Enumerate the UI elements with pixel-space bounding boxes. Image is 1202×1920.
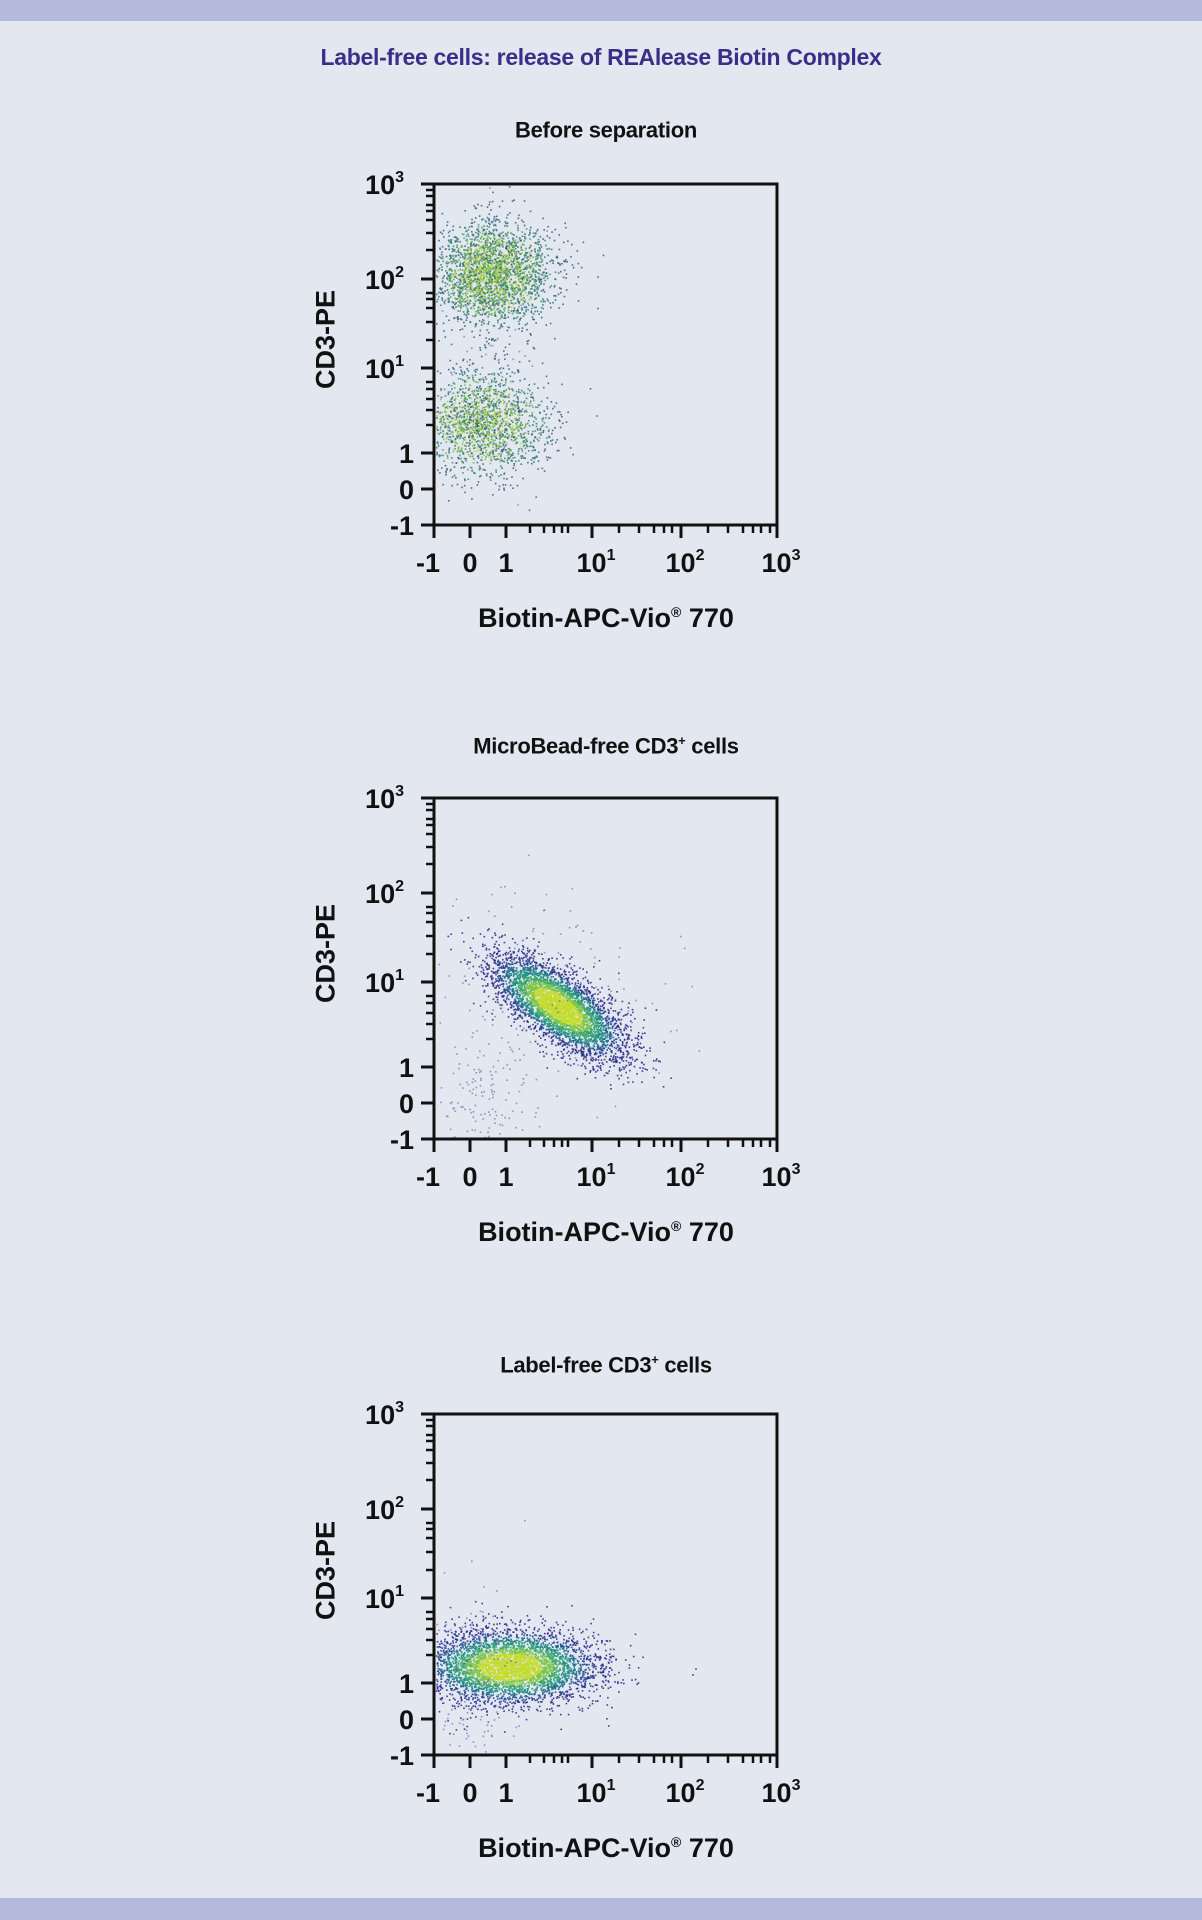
y-tick-label: 102 — [365, 264, 404, 295]
y-tick-label: 102 — [365, 1494, 404, 1525]
x-tick-label: 0 — [462, 548, 477, 578]
registered-mark: ® — [671, 604, 682, 620]
x-tick-label: -1 — [416, 548, 440, 578]
registered-mark: ® — [671, 1834, 682, 1850]
y-tick-label: 101 — [365, 1583, 404, 1614]
x-tick-label: -1 — [416, 1778, 440, 1808]
x-tick-label: 101 — [577, 1777, 616, 1808]
axes — [421, 796, 779, 1152]
x-axis-label-main: Biotin-APC-Vio — [478, 1833, 672, 1863]
y-tick-label: 0 — [399, 475, 414, 505]
y-tick-label: 0 — [399, 1705, 414, 1735]
panel-title: Before separation — [0, 117, 1202, 143]
data-points — [435, 186, 605, 512]
data-points — [438, 854, 701, 1139]
x-tick-label: -1 — [416, 1162, 440, 1192]
axes — [421, 182, 779, 538]
y-tick-label: -1 — [390, 1125, 414, 1155]
panel-title-rest: cells — [658, 1352, 712, 1378]
bottom-band — [0, 1898, 1202, 1920]
panel-title-text: Label-free CD3 — [500, 1352, 652, 1378]
x-axis-label: Biotin-APC-Vio® 770 — [0, 603, 1202, 634]
panel-title: Label-free CD3+ cells — [0, 1352, 1202, 1378]
panel-title-text: Before separation — [515, 117, 697, 143]
x-tick-label: 102 — [666, 1777, 705, 1808]
x-tick-label: 103 — [762, 1777, 801, 1808]
y-tick-label: 103 — [365, 1399, 404, 1430]
y-tick-label: 1 — [399, 1053, 414, 1083]
x-tick-label: 1 — [498, 548, 513, 578]
y-tick-label: 1 — [399, 439, 414, 469]
x-axis-label: Biotin-APC-Vio® 770 — [0, 1833, 1202, 1864]
figure-title: Label-free cells: release of REAlease Bi… — [320, 44, 882, 70]
y-tick-label: -1 — [390, 511, 414, 541]
panel-title: MicroBead-free CD3+ cells — [0, 733, 1202, 759]
panel-title-sup: + — [651, 1352, 659, 1367]
top-band — [0, 0, 1202, 21]
registered-mark: ® — [671, 1218, 682, 1234]
panel-title-sup: + — [678, 733, 686, 748]
x-axis-label: Biotin-APC-Vio® 770 — [0, 1217, 1202, 1248]
x-axis-label-main: Biotin-APC-Vio — [478, 603, 672, 633]
x-axis-label-tail: 770 — [681, 1217, 734, 1247]
y-tick-label: 1 — [399, 1669, 414, 1699]
x-tick-label: 1 — [498, 1778, 513, 1808]
axes — [421, 1412, 779, 1768]
x-axis-label-tail: 770 — [681, 603, 734, 633]
x-axis-label-tail: 770 — [681, 1833, 734, 1863]
x-axis-label-main: Biotin-APC-Vio — [478, 1217, 672, 1247]
x-tick-label: 1 — [498, 1162, 513, 1192]
data-points — [435, 1519, 697, 1753]
x-tick-label: 0 — [462, 1778, 477, 1808]
x-tick-label: 0 — [462, 1162, 477, 1192]
panel-title-text: MicroBead-free CD3 — [473, 733, 679, 759]
y-tick-label: 0 — [399, 1089, 414, 1119]
panel-title-rest: cells — [685, 733, 739, 759]
y-tick-label: -1 — [390, 1741, 414, 1771]
